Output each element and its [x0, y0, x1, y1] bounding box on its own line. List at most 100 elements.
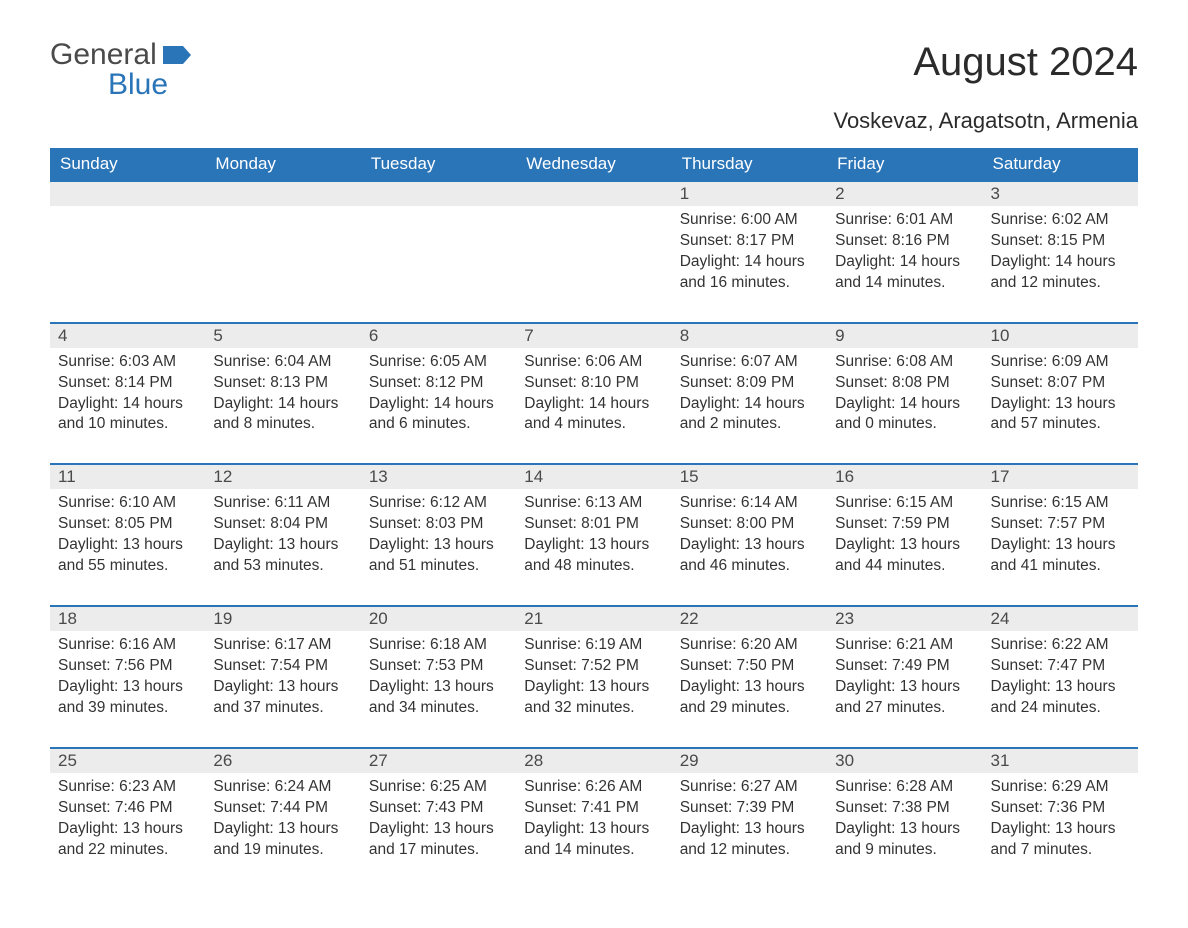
calendar-day-cell [361, 181, 516, 323]
day-details: Sunrise: 6:10 AMSunset: 8:05 PMDaylight:… [50, 489, 205, 605]
day-sunset: Sunset: 7:57 PM [991, 514, 1130, 535]
day-number: 25 [50, 749, 205, 773]
day-details: Sunrise: 6:18 AMSunset: 7:53 PMDaylight:… [361, 631, 516, 747]
day-daylight1: Daylight: 14 hours [835, 394, 974, 415]
calendar-day-cell: 9Sunrise: 6:08 AMSunset: 8:08 PMDaylight… [827, 323, 982, 465]
calendar-day-cell: 15Sunrise: 6:14 AMSunset: 8:00 PMDayligh… [672, 464, 827, 606]
day-daylight2: and 39 minutes. [58, 698, 197, 719]
day-daylight1: Daylight: 14 hours [524, 394, 663, 415]
calendar-day-cell: 25Sunrise: 6:23 AMSunset: 7:46 PMDayligh… [50, 748, 205, 889]
day-number: 15 [672, 465, 827, 489]
day-details: Sunrise: 6:17 AMSunset: 7:54 PMDaylight:… [205, 631, 360, 747]
weekday-header: Saturday [983, 148, 1138, 181]
calendar-day-cell: 11Sunrise: 6:10 AMSunset: 8:05 PMDayligh… [50, 464, 205, 606]
calendar-body: 1Sunrise: 6:00 AMSunset: 8:17 PMDaylight… [50, 181, 1138, 888]
day-details: Sunrise: 6:05 AMSunset: 8:12 PMDaylight:… [361, 348, 516, 464]
day-sunset: Sunset: 7:50 PM [680, 656, 819, 677]
brand-text-1: General [50, 38, 157, 71]
day-sunrise: Sunrise: 6:16 AM [58, 635, 197, 656]
day-number: 28 [516, 749, 671, 773]
day-details: Sunrise: 6:04 AMSunset: 8:13 PMDaylight:… [205, 348, 360, 464]
day-daylight1: Daylight: 13 hours [991, 535, 1130, 556]
day-sunrise: Sunrise: 6:11 AM [213, 493, 352, 514]
day-daylight2: and 12 minutes. [991, 273, 1130, 294]
day-daylight1: Daylight: 14 hours [680, 252, 819, 273]
day-number: 17 [983, 465, 1138, 489]
day-daylight2: and 24 minutes. [991, 698, 1130, 719]
day-sunrise: Sunrise: 6:25 AM [369, 777, 508, 798]
day-number: 3 [983, 182, 1138, 206]
calendar-day-cell: 13Sunrise: 6:12 AMSunset: 8:03 PMDayligh… [361, 464, 516, 606]
day-sunset: Sunset: 7:46 PM [58, 798, 197, 819]
day-sunset: Sunset: 7:56 PM [58, 656, 197, 677]
day-sunset: Sunset: 7:54 PM [213, 656, 352, 677]
day-sunrise: Sunrise: 6:24 AM [213, 777, 352, 798]
day-sunrise: Sunrise: 6:09 AM [991, 352, 1130, 373]
calendar-day-cell: 16Sunrise: 6:15 AMSunset: 7:59 PMDayligh… [827, 464, 982, 606]
title-block: August 2024 [913, 40, 1138, 84]
month-title: August 2024 [913, 40, 1138, 84]
day-sunset: Sunset: 7:43 PM [369, 798, 508, 819]
day-number: 26 [205, 749, 360, 773]
day-daylight2: and 7 minutes. [991, 840, 1130, 861]
day-daylight2: and 9 minutes. [835, 840, 974, 861]
calendar-day-cell: 14Sunrise: 6:13 AMSunset: 8:01 PMDayligh… [516, 464, 671, 606]
day-daylight1: Daylight: 14 hours [835, 252, 974, 273]
day-sunrise: Sunrise: 6:06 AM [524, 352, 663, 373]
day-sunset: Sunset: 8:03 PM [369, 514, 508, 535]
day-daylight1: Daylight: 13 hours [58, 819, 197, 840]
day-sunset: Sunset: 8:14 PM [58, 373, 197, 394]
day-details: Sunrise: 6:06 AMSunset: 8:10 PMDaylight:… [516, 348, 671, 464]
calendar-week-row: 1Sunrise: 6:00 AMSunset: 8:17 PMDaylight… [50, 181, 1138, 323]
calendar-week-row: 11Sunrise: 6:10 AMSunset: 8:05 PMDayligh… [50, 464, 1138, 606]
day-sunrise: Sunrise: 6:07 AM [680, 352, 819, 373]
day-number: 19 [205, 607, 360, 631]
day-sunrise: Sunrise: 6:19 AM [524, 635, 663, 656]
day-number: 31 [983, 749, 1138, 773]
day-number: 7 [516, 324, 671, 348]
day-daylight1: Daylight: 13 hours [213, 535, 352, 556]
day-daylight1: Daylight: 13 hours [835, 677, 974, 698]
day-daylight2: and 4 minutes. [524, 414, 663, 435]
day-daylight2: and 19 minutes. [213, 840, 352, 861]
day-daylight1: Daylight: 14 hours [213, 394, 352, 415]
day-daylight1: Daylight: 13 hours [213, 819, 352, 840]
calendar-day-cell: 31Sunrise: 6:29 AMSunset: 7:36 PMDayligh… [983, 748, 1138, 889]
day-details: Sunrise: 6:15 AMSunset: 7:59 PMDaylight:… [827, 489, 982, 605]
calendar-day-cell: 6Sunrise: 6:05 AMSunset: 8:12 PMDaylight… [361, 323, 516, 465]
day-sunset: Sunset: 7:52 PM [524, 656, 663, 677]
day-daylight1: Daylight: 14 hours [991, 252, 1130, 273]
day-daylight2: and 14 minutes. [835, 273, 974, 294]
day-sunset: Sunset: 8:08 PM [835, 373, 974, 394]
day-details: Sunrise: 6:25 AMSunset: 7:43 PMDaylight:… [361, 773, 516, 889]
day-sunset: Sunset: 7:36 PM [991, 798, 1130, 819]
day-daylight2: and 8 minutes. [213, 414, 352, 435]
day-daylight1: Daylight: 14 hours [680, 394, 819, 415]
calendar-day-cell: 26Sunrise: 6:24 AMSunset: 7:44 PMDayligh… [205, 748, 360, 889]
day-number: 23 [827, 607, 982, 631]
day-sunset: Sunset: 8:01 PM [524, 514, 663, 535]
day-details: Sunrise: 6:14 AMSunset: 8:00 PMDaylight:… [672, 489, 827, 605]
day-daylight2: and 2 minutes. [680, 414, 819, 435]
calendar-day-cell: 8Sunrise: 6:07 AMSunset: 8:09 PMDaylight… [672, 323, 827, 465]
day-sunset: Sunset: 8:00 PM [680, 514, 819, 535]
calendar-day-cell: 27Sunrise: 6:25 AMSunset: 7:43 PMDayligh… [361, 748, 516, 889]
location-text: Voskevaz, Aragatsotn, Armenia [50, 108, 1138, 134]
day-details: Sunrise: 6:03 AMSunset: 8:14 PMDaylight:… [50, 348, 205, 464]
calendar-week-row: 25Sunrise: 6:23 AMSunset: 7:46 PMDayligh… [50, 748, 1138, 889]
day-daylight1: Daylight: 14 hours [369, 394, 508, 415]
day-number: 18 [50, 607, 205, 631]
calendar-day-cell: 5Sunrise: 6:04 AMSunset: 8:13 PMDaylight… [205, 323, 360, 465]
day-sunrise: Sunrise: 6:13 AM [524, 493, 663, 514]
day-number: 24 [983, 607, 1138, 631]
day-daylight2: and 14 minutes. [524, 840, 663, 861]
day-sunrise: Sunrise: 6:02 AM [991, 210, 1130, 231]
day-sunset: Sunset: 7:59 PM [835, 514, 974, 535]
day-sunrise: Sunrise: 6:18 AM [369, 635, 508, 656]
day-sunrise: Sunrise: 6:10 AM [58, 493, 197, 514]
calendar-table: SundayMondayTuesdayWednesdayThursdayFrid… [50, 148, 1138, 888]
day-daylight1: Daylight: 13 hours [991, 677, 1130, 698]
day-daylight1: Daylight: 13 hours [369, 677, 508, 698]
calendar-day-cell [516, 181, 671, 323]
day-details: Sunrise: 6:08 AMSunset: 8:08 PMDaylight:… [827, 348, 982, 464]
